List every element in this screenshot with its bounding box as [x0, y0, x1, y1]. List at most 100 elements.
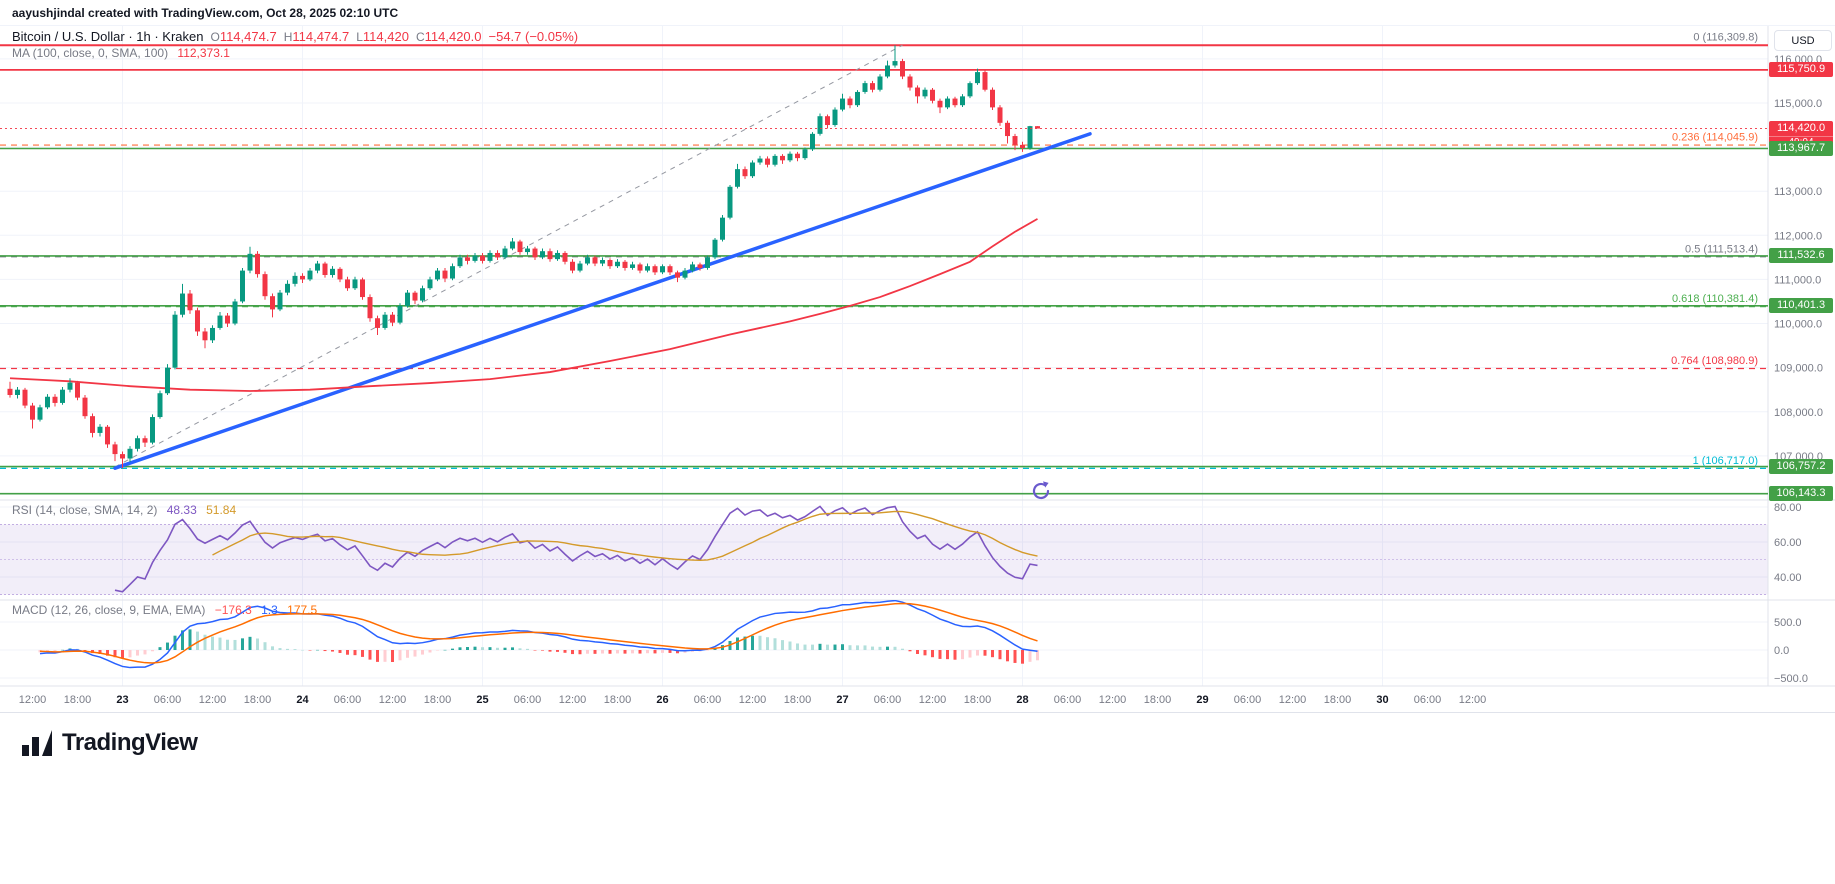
svg-text:111,000.0: 111,000.0 [1774, 274, 1821, 286]
macd-signal-value: 177.5 [287, 603, 318, 617]
fib-label-0.236[interactable]: 0.236 (114,045.9) [1672, 132, 1758, 144]
candles [7, 45, 1040, 469]
svg-text:06:00: 06:00 [694, 694, 722, 706]
svg-text:500.0: 500.0 [1774, 617, 1802, 629]
svg-text:110,000.0: 110,000.0 [1774, 319, 1822, 331]
close-value: 114,420.0 [424, 29, 482, 44]
svg-text:06:00: 06:00 [1234, 694, 1262, 706]
svg-text:18:00: 18:00 [604, 694, 632, 706]
svg-text:12:00: 12:00 [559, 694, 587, 706]
svg-text:109,000.0: 109,000.0 [1774, 363, 1823, 375]
svg-text:24: 24 [296, 694, 309, 706]
svg-text:18:00: 18:00 [424, 694, 452, 706]
ma-legend: MA (100, close, 0, SMA, 100) 112,373.1 [12, 46, 230, 60]
tradingview-wordmark: TradingView [62, 729, 198, 756]
refresh-icon-glyph [1032, 481, 1050, 500]
high-label: H [283, 30, 293, 44]
panel-separators [0, 26, 1835, 687]
time-axis-labels[interactable]: 12:00 18:00 23 06:00 12:00 18:00 24 06:00 12:00 1… [19, 694, 1487, 706]
svg-text:25: 25 [476, 694, 488, 706]
support-price-badge-0: 113,967.7 [1769, 140, 1833, 156]
svg-text:60.00: 60.00 [1774, 537, 1802, 549]
svg-text:30: 30 [1376, 694, 1388, 706]
low-value: 114,420 [362, 29, 409, 44]
ma-label[interactable]: MA (100, close, 0, SMA, 100) [12, 46, 169, 60]
horizontal-lines [0, 44, 1768, 495]
svg-text:29: 29 [1196, 694, 1208, 706]
svg-text:06:00: 06:00 [874, 694, 902, 706]
symbol-legend: Bitcoin / U.S. Dollar · 1h · Kraken O114… [12, 29, 578, 44]
svg-text:113,000.0: 113,000.0 [1774, 186, 1822, 198]
svg-text:06:00: 06:00 [514, 694, 542, 706]
ma-100-line[interactable] [9, 218, 1038, 392]
tradingview-logo[interactable]: TradingView [22, 729, 198, 757]
support-price-badge-1: 111,532.6 [1769, 247, 1833, 263]
svg-text:06:00: 06:00 [334, 694, 362, 706]
high-value: 114,474.7 [292, 29, 350, 44]
svg-text:06:00: 06:00 [1414, 694, 1442, 706]
svg-text:26: 26 [656, 694, 668, 706]
trendline-blue[interactable] [113, 132, 1092, 470]
svg-text:18:00: 18:00 [244, 694, 272, 706]
symbol-title[interactable]: Bitcoin / U.S. Dollar · 1h · Kraken [12, 29, 204, 44]
macd-label[interactable]: MACD (12, 26, close, 9, EMA, EMA) [12, 603, 206, 617]
svg-text:28: 28 [1016, 694, 1028, 706]
support-price-badge-3: 106,757.2 [1769, 458, 1833, 474]
attribution-bar: aayushjindal created with TradingView.co… [0, 0, 1835, 26]
svg-text:−500.0: −500.0 [1774, 673, 1808, 685]
svg-text:06:00: 06:00 [154, 694, 182, 706]
rsi-label[interactable]: RSI (14, close, SMA, 14, 2) [12, 503, 158, 517]
resistance-price-badge: 115,750.9 [1769, 61, 1833, 77]
rsi-ma-line [212, 510, 1038, 561]
svg-text:12:00: 12:00 [199, 694, 227, 706]
svg-text:18:00: 18:00 [1324, 694, 1352, 706]
chart-canvas[interactable]: 116,000.0115,000.0114,000.0113,000.0112,… [0, 0, 1835, 712]
macd-legend: MACD (12, 26, close, 9, EMA, EMA) −176.3… [12, 603, 317, 617]
svg-text:06:00: 06:00 [1054, 694, 1082, 706]
close-label: C [415, 30, 425, 44]
svg-text:12:00: 12:00 [379, 694, 407, 706]
svg-text:115,000.0: 115,000.0 [1774, 98, 1822, 110]
low-label: L [356, 30, 363, 44]
fib-label-0.5[interactable]: 0.5 (111,513.4) [1685, 243, 1758, 255]
svg-text:12:00: 12:00 [919, 694, 947, 706]
refresh-icon[interactable] [1028, 478, 1054, 504]
svg-text:18:00: 18:00 [964, 694, 992, 706]
svg-text:12:00: 12:00 [1099, 694, 1127, 706]
svg-text:23: 23 [116, 694, 128, 706]
svg-text:0.0: 0.0 [1774, 645, 1789, 657]
svg-text:18:00: 18:00 [64, 694, 92, 706]
footer: TradingView [0, 712, 1835, 884]
svg-text:108,000.0: 108,000.0 [1774, 407, 1823, 419]
svg-text:12:00: 12:00 [1279, 694, 1307, 706]
fib-label-0[interactable]: 0 (116,309.8) [1693, 32, 1758, 44]
svg-text:12:00: 12:00 [19, 694, 47, 706]
rsi-band [0, 524, 1768, 595]
rsi-line [114, 505, 1038, 593]
fib-label-0.764[interactable]: 0.764 (108,980.9) [1671, 355, 1758, 367]
trendline-dashed[interactable] [114, 44, 903, 468]
price-axis-unit-button[interactable]: USD [1774, 30, 1832, 51]
macd-signal-line [39, 602, 1038, 664]
macd-panel [38, 600, 1039, 669]
svg-text:12:00: 12:00 [1459, 694, 1487, 706]
change-value: −54.7 (−0.05%) [488, 29, 579, 44]
svg-text:18:00: 18:00 [1144, 694, 1172, 706]
fib-label-1[interactable]: 1 (106,717.0) [1693, 455, 1758, 467]
fib-labels: 0 (116,309.8) 0.236 (114,045.9) 0.5 (111,5… [1671, 32, 1758, 467]
open-label: O [210, 30, 220, 44]
main-panel [9, 44, 1092, 470]
support-price-badge-2: 110,401.3 [1769, 297, 1833, 313]
tradingview-logo-icon [22, 730, 52, 756]
support-price-badge-4: 106,143.3 [1769, 485, 1833, 501]
fib-label-0.618[interactable]: 0.618 (110,381.4) [1672, 293, 1758, 305]
svg-text:27: 27 [836, 694, 848, 706]
rsi-legend: RSI (14, close, SMA, 14, 2) 48.33 51.84 [12, 503, 236, 517]
rsi-value: 48.33 [166, 503, 197, 517]
svg-text:80.00: 80.00 [1774, 502, 1802, 514]
open-value: 114,474.7 [219, 29, 277, 44]
svg-text:18:00: 18:00 [784, 694, 812, 706]
svg-text:40.00: 40.00 [1774, 572, 1802, 584]
ma-value: 112,373.1 [177, 46, 230, 60]
